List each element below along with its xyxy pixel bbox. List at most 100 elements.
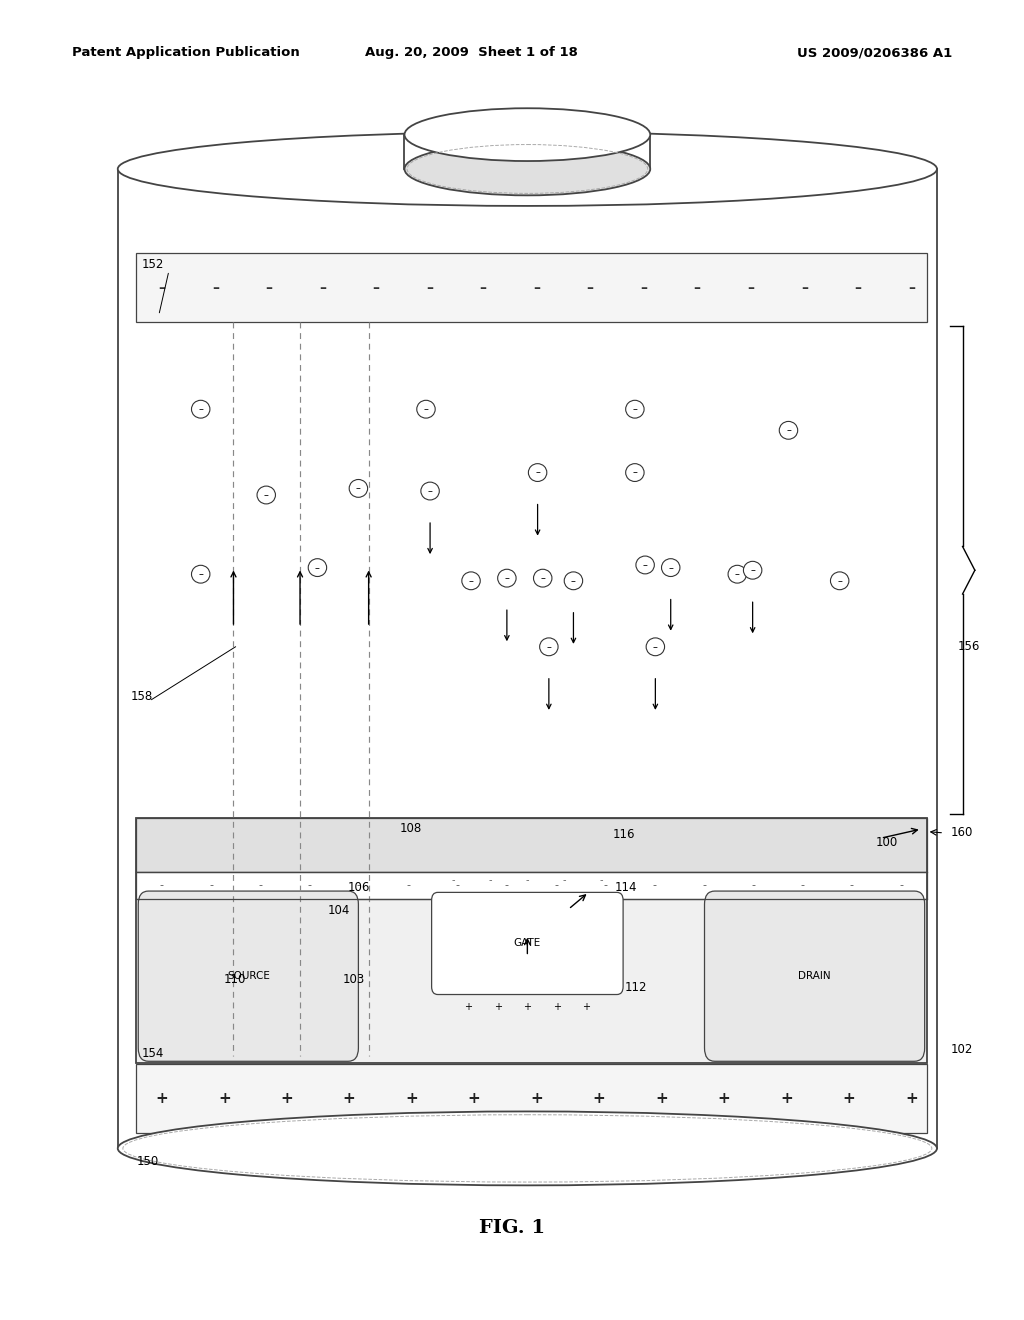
Ellipse shape [257,486,275,504]
Ellipse shape [404,108,650,161]
Text: +: + [406,1090,418,1106]
Ellipse shape [540,638,558,656]
Text: –: – [479,281,486,294]
Text: +: + [530,1090,543,1106]
Text: –: – [748,281,755,294]
Text: –: – [587,281,594,294]
Text: -: - [456,880,460,891]
Text: –: – [318,281,326,294]
Text: -: - [702,880,706,891]
Ellipse shape [404,143,650,195]
Text: +: + [583,1002,590,1012]
Bar [136,253,927,322]
Ellipse shape [662,558,680,577]
Text: –: – [265,281,272,294]
Text: –: – [653,642,657,652]
Ellipse shape [534,569,552,587]
Text: +: + [655,1090,668,1106]
Text: –: – [199,404,203,414]
Bar [136,873,927,899]
Ellipse shape [779,421,798,440]
Text: 103: 103 [343,973,366,986]
Text: +: + [538,978,545,989]
Text: –: – [505,573,509,583]
Ellipse shape [421,482,439,500]
Ellipse shape [626,400,644,418]
FancyBboxPatch shape [705,891,925,1061]
Text: –: – [643,560,647,570]
Text: +: + [482,978,489,989]
Ellipse shape [417,400,435,418]
Ellipse shape [743,561,762,579]
Text: –: – [751,565,755,576]
Text: –: – [424,404,428,414]
Text: 154: 154 [141,1047,164,1060]
Text: -: - [488,875,492,886]
Text: -: - [563,875,566,886]
Ellipse shape [191,400,210,418]
Text: 110: 110 [223,973,246,986]
Ellipse shape [462,572,480,590]
Text: -: - [554,880,558,891]
Text: SOURCE: SOURCE [227,972,269,981]
Text: –: – [801,281,808,294]
Text: –: – [838,576,842,586]
Text: +: + [465,1002,472,1012]
Text: 100: 100 [876,836,898,849]
Ellipse shape [636,556,654,574]
Text: –: – [547,642,551,652]
Text: 150: 150 [136,1155,159,1168]
Text: -: - [407,880,411,891]
Text: –: – [373,281,380,294]
FancyBboxPatch shape [432,892,623,994]
Text: –: – [640,281,647,294]
Text: –: – [633,404,637,414]
Text: 152: 152 [141,257,164,271]
Text: -: - [652,880,656,891]
Text: –: – [199,569,203,579]
Ellipse shape [728,565,746,583]
Text: +: + [218,1090,230,1106]
Text: –: – [315,562,319,573]
Text: Aug. 20, 2009  Sheet 1 of 18: Aug. 20, 2009 Sheet 1 of 18 [365,46,578,59]
Text: +: + [553,1002,561,1012]
Text: +: + [565,978,572,989]
Text: –: – [428,486,432,496]
Text: -: - [801,880,805,891]
Text: –: – [159,281,165,294]
Text: –: – [735,569,739,579]
Text: +: + [343,1090,355,1106]
Text: –: – [854,281,861,294]
Text: –: – [534,281,540,294]
Text: +: + [510,978,517,989]
Text: –: – [536,467,540,478]
Text: 102: 102 [950,1043,973,1056]
Text: +: + [455,978,462,989]
Text: +: + [780,1090,793,1106]
Text: 106: 106 [348,880,371,894]
Text: DRAIN: DRAIN [799,972,830,981]
Ellipse shape [191,565,210,583]
Text: –: – [693,281,700,294]
Text: –: – [908,281,914,294]
Text: –: – [212,281,219,294]
Text: -: - [603,880,607,891]
Text: 160: 160 [950,826,973,840]
Text: GATE: GATE [514,939,541,949]
Text: -: - [600,875,603,886]
Ellipse shape [830,572,849,590]
Text: 104: 104 [328,904,350,917]
Ellipse shape [528,463,547,482]
Text: 116: 116 [612,828,635,841]
Text: 114: 114 [614,880,637,894]
Text: –: – [264,490,268,500]
Text: +: + [468,1090,480,1106]
Ellipse shape [646,638,665,656]
Ellipse shape [626,463,644,482]
Text: –: – [571,576,575,586]
Text: -: - [899,880,903,891]
Text: +: + [593,1090,605,1106]
Text: -: - [258,880,262,891]
Ellipse shape [349,479,368,498]
Text: FIG. 1: FIG. 1 [479,1218,545,1237]
